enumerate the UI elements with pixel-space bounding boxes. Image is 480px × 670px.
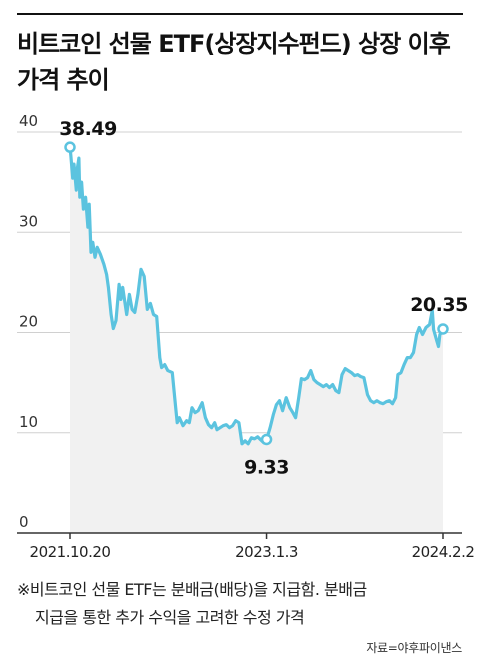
y-tick-label: 0	[19, 513, 29, 531]
annotation-marker	[437, 323, 449, 335]
top-rule	[17, 13, 463, 15]
annotation-label: 38.49	[59, 118, 117, 140]
x-tick-label: 2024.2.2	[412, 543, 475, 561]
footnote-line-1: ※비트코인 선물 ETF는 분배금(배당)을 지급함. 분배금	[17, 580, 367, 599]
y-tick-label: 10	[19, 413, 38, 431]
x-tick-label: 2023.1.3	[235, 543, 298, 561]
y-tick-label: 40	[19, 112, 38, 130]
chart-title: 비트코인 선물 ETF(상장지수펀드) 상장 이후 가격 추이	[17, 30, 451, 94]
annotation-marker	[64, 141, 76, 153]
y-ticks: 0 10 20 30 40	[19, 112, 38, 531]
x-ticks: 2021.10.20 2023.1.3 2024.2.2	[30, 533, 475, 561]
price-chart: 0 10 20 30 40 2021.10.20 2023.1.3 2024.2.2 38.…	[17, 112, 475, 561]
source-note: 자료=야후파이낸스	[366, 641, 462, 655]
y-tick-label: 20	[19, 313, 38, 331]
footnote-line-2: 지급을 통한 추가 수익을 고려한 수정 가격	[35, 608, 305, 627]
price-area	[70, 147, 443, 533]
footnote: ※비트코인 선물 ETF는 분배금(배당)을 지급함. 분배금 지급을 통한 추…	[17, 576, 467, 632]
annotation-label: 20.35	[410, 294, 468, 316]
annotation-marker	[260, 433, 273, 446]
price-line	[68, 145, 445, 446]
annotation-label: 9.33	[244, 456, 289, 478]
x-tick-label: 2021.10.20	[30, 543, 111, 561]
y-tick-label: 30	[19, 212, 38, 230]
annotations: 38.49 9.33 20.35	[59, 118, 468, 478]
